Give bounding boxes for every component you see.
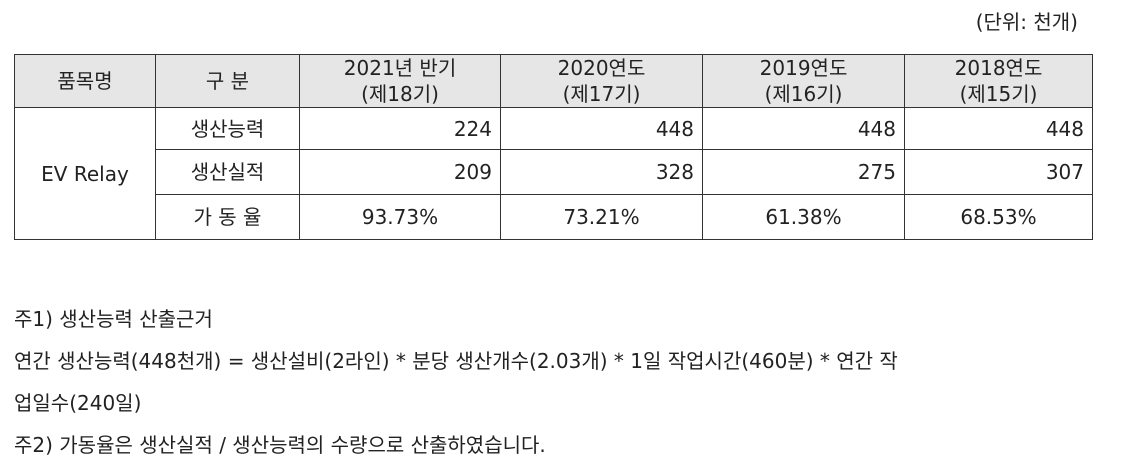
table-cell: 448 xyxy=(702,107,905,150)
footnote-2: 주2) 가동율은 생산실적 / 생산능력의 수량으로 산출하였습니다. xyxy=(14,433,546,457)
header-period-2018: 2018연도 (제15기) xyxy=(904,54,1093,108)
footnote-1-title: 주1) 생산능력 산출근거 xyxy=(14,307,213,331)
unit-label: (단위: 천개) xyxy=(975,10,1078,34)
table-cell: 68.53% xyxy=(904,194,1093,240)
table-row: 가 동 율 93.73% 73.21% 61.38% 68.53% xyxy=(15,194,1093,240)
table-header-row: 품목명 구 분 2021년 반기 (제18기) 2020연도 (제17기) 20… xyxy=(14,54,1093,108)
table-cell: 73.21% xyxy=(500,194,703,240)
table-row: EV Relay 생산능력 224 448 448 448 xyxy=(14,107,1093,240)
row-label: 생산능력 xyxy=(155,107,300,150)
row-label: 생산실적 xyxy=(155,149,300,195)
header-period-2021h: 2021년 반기 (제18기) xyxy=(299,54,501,108)
table-cell: 448 xyxy=(904,107,1093,150)
footnote-1-formula: 연간 생산능력(448천개) = 생산설비(2라인) * 분당 생산개수(2.0… xyxy=(14,349,898,373)
footnotes: 주1) 생산능력 산출근거 연간 생산능력(448천개) = 생산설비(2라인)… xyxy=(14,298,1114,466)
header-period-2019: 2019연도 (제16기) xyxy=(702,54,905,108)
table-cell: 224 xyxy=(299,107,501,150)
header-category: 구 분 xyxy=(155,54,300,108)
footnote-1-formula-cont: 업일수(240일) xyxy=(14,391,142,415)
table-cell: 328 xyxy=(500,149,703,195)
table-row: 생산실적 209 328 275 307 xyxy=(15,149,1093,195)
table-cell: 93.73% xyxy=(299,194,501,240)
table-cell: 448 xyxy=(500,107,703,150)
table-cell: 209 xyxy=(299,149,501,195)
production-capacity-table: 품목명 구 분 2021년 반기 (제18기) 2020연도 (제17기) 20… xyxy=(14,54,1093,240)
table-cell: 61.38% xyxy=(702,194,905,240)
product-name: EV Relay xyxy=(14,107,156,240)
row-label: 가 동 율 xyxy=(155,194,300,240)
header-period-2020: 2020연도 (제17기) xyxy=(500,54,703,108)
table-cell: 307 xyxy=(904,149,1093,195)
header-item: 품목명 xyxy=(14,54,156,108)
table-cell: 275 xyxy=(702,149,905,195)
